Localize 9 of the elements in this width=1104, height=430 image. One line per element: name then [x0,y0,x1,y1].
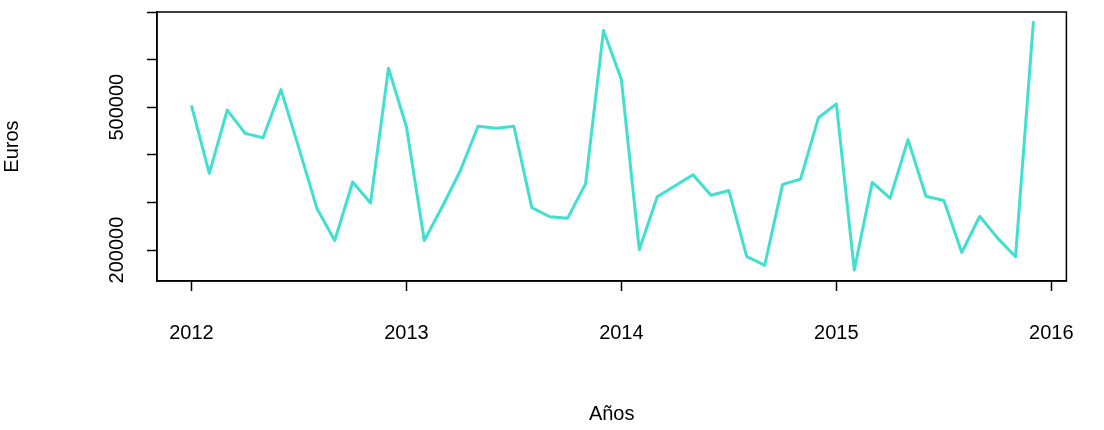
y-tick-label: 500000 [104,73,127,141]
y-axis-title: Euros [0,120,22,173]
x-axis-title: Años [588,401,635,424]
x-tick-label: 2016 [1029,320,1074,343]
x-tick-label: 2015 [814,320,859,343]
x-tick-label: 2012 [169,320,214,343]
x-tick-label: 2014 [599,320,644,343]
y-tick-label: 200000 [104,216,127,284]
x-tick-label: 2013 [384,320,429,343]
